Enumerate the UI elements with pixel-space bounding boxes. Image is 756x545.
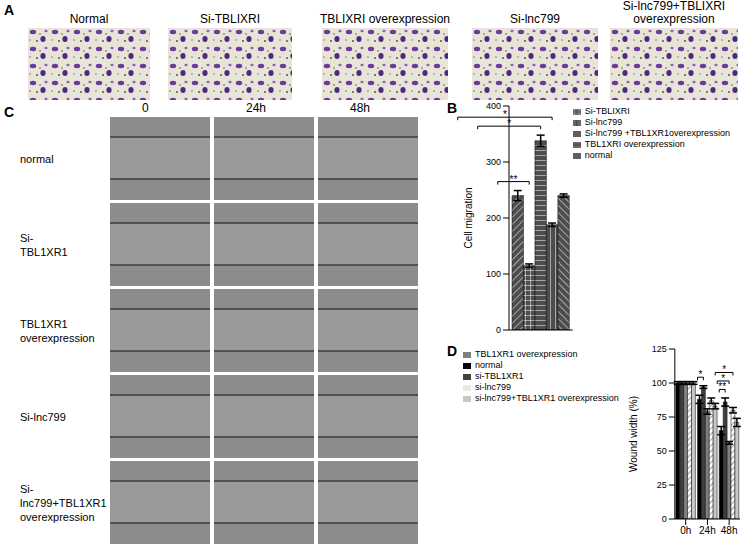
svg-text:25: 25	[657, 480, 667, 490]
html-text:Si-lnc799+TBL1XR1: Si-lnc799+TBL1XR1	[20, 482, 107, 509]
svg-text:*: *	[503, 109, 507, 120]
html-text:si-lnc799+TBL1XR1 overexpressi: si-lnc799+TBL1XR1 overexpression	[475, 393, 619, 403]
svg-text:0: 0	[496, 325, 501, 335]
svg-text:*: *	[699, 369, 703, 380]
svg-text:0: 0	[662, 514, 667, 524]
html-text:Si-lnc799: Si-lnc799	[510, 12, 560, 26]
html-text:0: 0	[142, 101, 149, 115]
svg-text:24h: 24h	[699, 525, 716, 536]
svg-text:Wound width (%): Wound width (%)	[628, 396, 639, 472]
svg-text:75: 75	[657, 412, 667, 422]
svg-text:125: 125	[652, 344, 667, 354]
svg-text:0h: 0h	[680, 525, 691, 536]
html-text:TBL1XR1: TBL1XR1	[20, 245, 68, 258]
html-text:Si-lnc799: Si-lnc799	[20, 410, 66, 423]
svg-text:*: *	[722, 364, 726, 375]
svg-text:100: 100	[652, 378, 667, 388]
svg-text:50: 50	[657, 446, 667, 456]
html-text:normal: normal	[475, 360, 503, 370]
svg-text:300: 300	[486, 157, 501, 167]
html-text:overexpression: overexpression	[20, 331, 95, 344]
html-text:TBL1XRI overexpression: TBL1XRI overexpression	[584, 139, 685, 149]
svg-text:200: 200	[486, 213, 501, 223]
html-text:TBLIXRI overexpression: TBLIXRI overexpression	[320, 12, 450, 26]
html-text:A: A	[4, 2, 15, 18]
html-text:Si-lnc799 +TBL1XR1overexpressi: Si-lnc799 +TBL1XR1overexpression	[584, 128, 730, 138]
html-text:Si-: Si-	[20, 231, 34, 244]
svg-text:Cell migration: Cell migration	[463, 187, 474, 248]
html-text:Si-lnc799+TBLIXRI overexpressi: Si-lnc799+TBLIXRI overexpression	[622, 0, 726, 26]
html-text:D: D	[447, 343, 458, 359]
html-text:B: B	[447, 100, 458, 116]
html-text:Normal: Normal	[69, 12, 109, 26]
html-text:si-lnc799: si-lnc799	[475, 382, 511, 392]
svg-text:**: **	[510, 174, 518, 185]
html-text:normal: normal	[584, 150, 613, 160]
html-text:Si-lnc799: Si-lnc799	[584, 117, 623, 127]
html-text:Si-TBLIXRI: Si-TBLIXRI	[584, 106, 630, 116]
html-text:TBL1XR1 overexpression: TBL1XR1 overexpression	[475, 349, 578, 359]
html-text:normal: normal	[20, 152, 54, 165]
svg-text:400: 400	[486, 101, 501, 111]
html-text:C: C	[4, 104, 15, 120]
html-text:Si-TBLIXRI: Si-TBLIXRI	[200, 12, 260, 26]
html-text:24h: 24h	[246, 101, 266, 115]
html-text:48h: 48h	[350, 101, 370, 115]
html-text:TBL1XR1: TBL1XR1	[20, 317, 68, 330]
svg-text:48h: 48h	[721, 525, 738, 536]
svg-text:*: *	[507, 118, 511, 129]
html-text:si-TBL1XR1: si-TBL1XR1	[475, 371, 524, 381]
svg-text:100: 100	[486, 269, 501, 279]
html-text:overexpression: overexpression	[20, 510, 95, 523]
